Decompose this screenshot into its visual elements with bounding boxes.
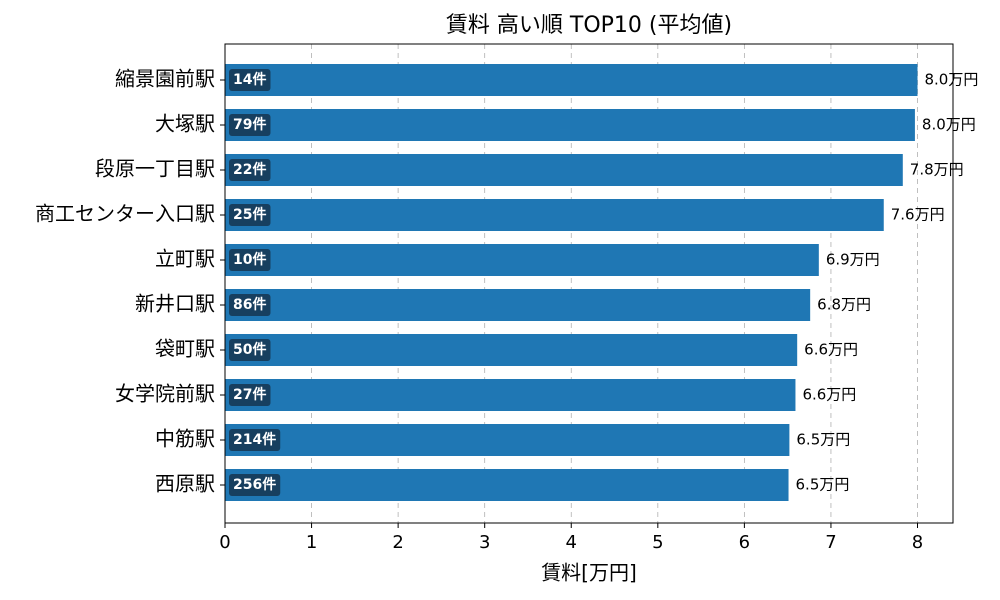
value-label: 8.0万円 bbox=[922, 116, 976, 134]
bar bbox=[225, 379, 796, 411]
count-badge bbox=[229, 474, 281, 496]
bar bbox=[225, 289, 811, 321]
plot-frame bbox=[224, 43, 954, 524]
x-tick-label: 6 bbox=[739, 532, 750, 553]
count-label: 22件 bbox=[233, 161, 266, 178]
count-badge bbox=[229, 69, 271, 91]
count-label: 256件 bbox=[233, 476, 276, 493]
value-label: 6.8万円 bbox=[817, 296, 871, 314]
y-tick-label: 段原一丁目駅 bbox=[95, 157, 215, 181]
count-badge bbox=[229, 294, 271, 316]
x-tick-label: 3 bbox=[479, 532, 490, 553]
y-tick-label: 新井口駅 bbox=[135, 292, 215, 316]
count-label: 214件 bbox=[233, 431, 276, 448]
bar bbox=[225, 424, 790, 456]
x-tick-label: 0 bbox=[219, 532, 230, 553]
value-label: 8.0万円 bbox=[925, 71, 979, 89]
value-label: 7.6万円 bbox=[891, 206, 945, 224]
value-label: 6.9万円 bbox=[826, 251, 880, 269]
count-label: 86件 bbox=[233, 296, 266, 313]
bar bbox=[225, 109, 915, 141]
bar bbox=[225, 244, 819, 276]
y-tick-label: 商工センター入口駅 bbox=[35, 202, 215, 226]
y-tick-label: 立町駅 bbox=[155, 247, 215, 271]
count-label: 14件 bbox=[233, 71, 266, 88]
count-label: 27件 bbox=[233, 386, 266, 403]
count-label: 50件 bbox=[233, 341, 266, 358]
y-tick-label: 袋町駅 bbox=[155, 337, 215, 361]
y-tick-label: 西原駅 bbox=[155, 472, 215, 496]
bar bbox=[225, 154, 903, 186]
count-badge bbox=[229, 384, 271, 406]
count-badge bbox=[229, 114, 271, 136]
x-tick-label: 8 bbox=[912, 532, 923, 553]
count-badge bbox=[229, 339, 271, 361]
count-badge bbox=[229, 429, 281, 451]
value-label: 6.5万円 bbox=[796, 476, 850, 494]
y-tick-label: 縮景園前駅 bbox=[115, 67, 215, 91]
count-badge bbox=[229, 249, 271, 271]
value-label: 6.5万円 bbox=[796, 431, 850, 449]
count-label: 25件 bbox=[233, 206, 266, 223]
y-tick-label: 大塚駅 bbox=[155, 112, 215, 136]
y-tick-label: 中筋駅 bbox=[155, 427, 215, 451]
chart-title: 賃料 高い順 TOP10 (平均値) bbox=[446, 13, 732, 38]
count-label: 10件 bbox=[233, 251, 266, 268]
count-label: 79件 bbox=[233, 116, 266, 133]
x-tick-label: 4 bbox=[566, 532, 577, 553]
x-tick-label: 7 bbox=[825, 532, 836, 553]
x-tick-label: 1 bbox=[306, 532, 317, 553]
x-axis-label: 賃料[万円] bbox=[541, 561, 637, 585]
bar bbox=[225, 64, 918, 96]
x-tick-label: 5 bbox=[652, 532, 663, 553]
bar bbox=[225, 469, 789, 501]
x-tick-label: 2 bbox=[392, 532, 403, 553]
value-label: 6.6万円 bbox=[802, 386, 856, 404]
bar bbox=[225, 334, 798, 366]
value-label: 7.8万円 bbox=[910, 161, 964, 179]
y-tick-label: 女学院前駅 bbox=[115, 382, 215, 406]
bar bbox=[225, 199, 884, 231]
count-badge bbox=[229, 204, 271, 226]
count-badge bbox=[229, 159, 271, 181]
value-label: 6.6万円 bbox=[804, 341, 858, 359]
